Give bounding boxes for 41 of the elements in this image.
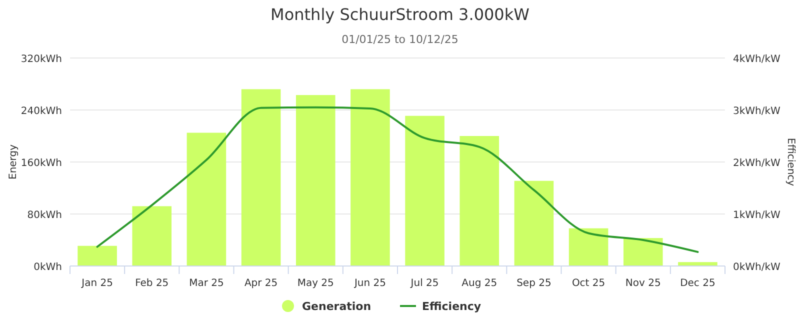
bar bbox=[460, 136, 500, 266]
y-tick-label: 80kWh bbox=[27, 210, 62, 221]
bar bbox=[132, 206, 172, 266]
x-tick-label: Feb 25 bbox=[135, 278, 169, 289]
x-tick-label: Mar 25 bbox=[189, 278, 224, 289]
legend-label: Efficiency bbox=[422, 300, 482, 313]
chart-title: Monthly SchuurStroom 3.000kW bbox=[270, 5, 530, 24]
x-tick-label: Apr 25 bbox=[244, 278, 278, 289]
y2-tick-label: 0kWh/kW bbox=[733, 262, 781, 273]
x-tick-label: Jul 25 bbox=[410, 278, 439, 289]
y-tick-label: 160kWh bbox=[20, 158, 62, 169]
line-series bbox=[96, 106, 699, 253]
bar bbox=[186, 132, 226, 266]
y2-tick-label: 3kWh/kW bbox=[733, 106, 781, 117]
y-tick-label: 320kWh bbox=[20, 54, 62, 65]
x-tick-label: Aug 25 bbox=[462, 278, 498, 289]
x-tick-label: Oct 25 bbox=[572, 278, 606, 289]
x-tick-label: Dec 25 bbox=[680, 278, 716, 289]
x-tick-label: Jun 25 bbox=[353, 278, 386, 289]
bar bbox=[405, 116, 444, 266]
x-tick-label: May 25 bbox=[297, 278, 334, 289]
bar bbox=[514, 180, 554, 266]
bar bbox=[350, 89, 390, 266]
y-axis-title: Energy bbox=[8, 144, 19, 180]
bar bbox=[241, 89, 281, 266]
bar bbox=[623, 238, 663, 266]
x-tick-label: Nov 25 bbox=[625, 278, 661, 289]
y2-tick-label: 4kWh/kW bbox=[733, 54, 781, 65]
legend-label: Generation bbox=[302, 300, 372, 313]
bar bbox=[296, 95, 336, 266]
y-tick-label: 0kWh bbox=[34, 262, 62, 273]
chart-subtitle: 01/01/25 to 10/12/25 bbox=[342, 33, 458, 46]
bar bbox=[568, 228, 608, 266]
y2-tick-label: 1kWh/kW bbox=[733, 210, 781, 221]
bar bbox=[78, 246, 117, 266]
x-tick-label: Sep 25 bbox=[516, 278, 552, 289]
y2-axis-title: Efficiency bbox=[785, 138, 796, 186]
bar bbox=[678, 262, 718, 266]
y-tick-label: 240kWh bbox=[20, 106, 62, 117]
x-tick-label: Jan 25 bbox=[80, 278, 113, 289]
y2-tick-label: 2kWh/kW bbox=[733, 158, 781, 169]
